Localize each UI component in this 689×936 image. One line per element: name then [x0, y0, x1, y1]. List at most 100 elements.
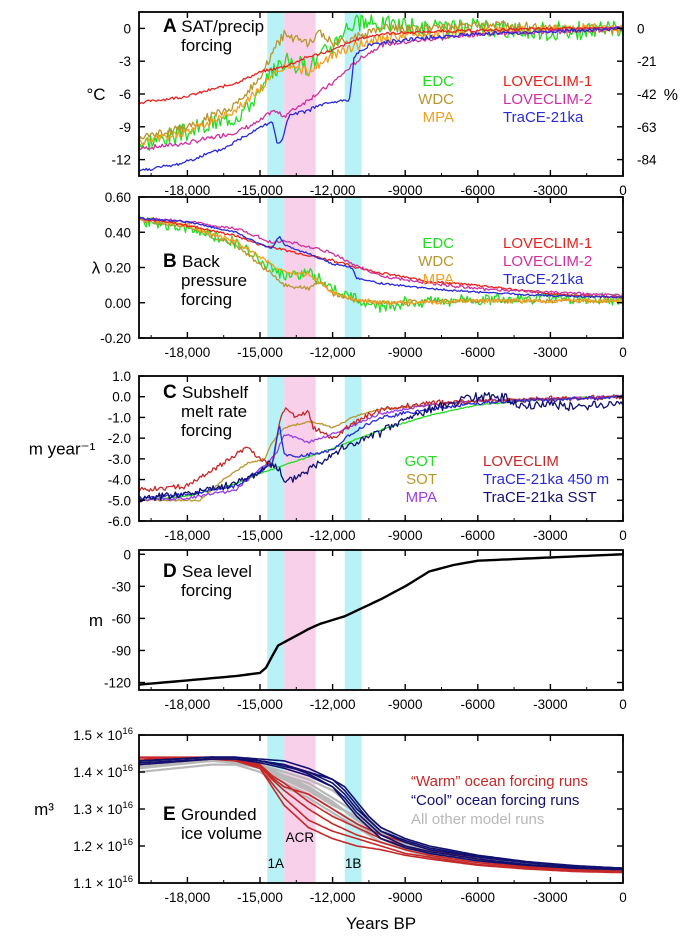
panel-title-line: ice volume: [181, 824, 262, 843]
panel-title-line: Subshelf: [182, 383, 248, 402]
series-group: [139, 553, 623, 686]
x-tick-label: -3000: [533, 345, 568, 360]
x-tick-label: -9000: [388, 528, 423, 543]
panel-title-line: Sea level: [182, 562, 252, 581]
y-tick-label: 0.0: [112, 390, 131, 405]
panel-title-line: Back: [182, 252, 220, 271]
y-tick-label: 1.2 × 1016: [73, 837, 133, 854]
band-label-acr: ACR: [286, 830, 315, 845]
series-line-loveclim-1: [139, 26, 623, 105]
series-group: [139, 391, 623, 503]
band-1a: [267, 550, 285, 690]
legend-entry: WDC: [418, 91, 454, 108]
x-tick-label: -9000: [388, 890, 423, 905]
x-tick-label: -15,000: [237, 890, 283, 905]
panel-title: melt rate: [181, 402, 247, 421]
y-tick-label: -4.0: [108, 473, 131, 488]
y-tick-label: 0: [123, 21, 131, 36]
x-tick-label: -9000: [388, 697, 423, 712]
y-tick-mantissa: 1.5 × 10: [73, 728, 122, 743]
x-tick-label: -6000: [461, 528, 496, 543]
band-1b: [344, 12, 362, 176]
x-tick-label: -12,000: [310, 528, 356, 543]
panel-title-line: melt rate: [181, 402, 247, 421]
y-tick-label: -3.0: [108, 452, 131, 467]
legend-entry: TraCE-21ka SST: [483, 489, 597, 506]
plot-frame: [138, 549, 624, 691]
panel-title: pressure: [181, 271, 247, 290]
y-axis-label: m³: [34, 800, 54, 819]
x-tick-label: 0: [619, 528, 627, 543]
x-tick-label: -18,000: [165, 183, 211, 198]
y-tick-exponent: 16: [122, 726, 133, 737]
legend-entry: MPA: [406, 489, 437, 506]
x-tick-label: -15,000: [237, 345, 283, 360]
panel-title: ice volume: [181, 824, 262, 843]
x-tick-label: -18,000: [165, 345, 211, 360]
legend-entry: LOVECLIM-1: [503, 235, 592, 252]
panel-letter: A: [163, 16, 181, 37]
series-group: [139, 756, 623, 874]
x-tick-label: -18,000: [165, 890, 211, 905]
panel-B: -18,000 -15,000 -12,000 -9000 -6000 -3000 0 0.6…: [92, 190, 627, 360]
y2-tick-label: -63: [637, 120, 657, 135]
panel-title: D Sea level: [163, 561, 252, 582]
y2-tick-label: 0: [637, 21, 645, 36]
x-tick-label: -3000: [533, 697, 568, 712]
y-tick-label: -1.0: [108, 410, 131, 425]
legend-entry: LOVECLIM-1: [503, 73, 592, 90]
x-tick-label: -6000: [461, 890, 496, 905]
panel-title-line: forcing: [181, 290, 232, 309]
y-axis-label: m year⁻¹: [29, 440, 96, 459]
series-line-trace-21ka: [139, 217, 623, 299]
x-tick-label: 0: [619, 890, 627, 905]
y-tick-label: -60: [111, 611, 131, 626]
x-tick-label: -9000: [388, 183, 423, 198]
y-axis-label: λ: [92, 259, 101, 278]
legend-entry: TraCE-21ka: [503, 109, 584, 126]
y2-tick-label: -21: [637, 54, 657, 69]
y-tick-label: -90: [111, 643, 131, 658]
x-tick-label: 0: [619, 183, 627, 198]
y-tick-label: 0.00: [105, 296, 131, 311]
x-tick-label: -3000: [533, 890, 568, 905]
x-tick-label: 0: [619, 697, 627, 712]
y-tick-mantissa: 1.3 × 10: [73, 802, 122, 817]
legend-entry: EDC: [422, 73, 454, 90]
y-tick-exponent: 16: [122, 874, 133, 885]
y-tick-exponent: 16: [122, 800, 133, 811]
panel-letter: E: [163, 804, 181, 825]
series-line-loveclim: [139, 394, 623, 493]
panel-title-line: forcing: [181, 581, 232, 600]
series-line-trace-21ka-450-m: [139, 394, 623, 501]
y-tick-mantissa: 1.4 × 10: [73, 765, 122, 780]
panel-title-line: forcing: [181, 36, 232, 55]
panel-title: B Back: [163, 251, 220, 272]
x-tick-label: -6000: [461, 345, 496, 360]
y-tick-label: -6.0: [108, 514, 131, 529]
panel-D: -18,000 -15,000 -12,000 -9000 -6000 -3000 0 0 -3…: [89, 547, 627, 712]
y-tick-label: -5.0: [108, 493, 131, 508]
band-acr: [284, 197, 316, 338]
x-tick-label: -12,000: [310, 697, 356, 712]
series-line-trace-21ka: [139, 26, 623, 172]
plot-frame: [138, 375, 624, 522]
legend-entry: “Warm” ocean forcing runs: [411, 773, 588, 790]
panel-letter: B: [163, 251, 182, 272]
y-tick-mantissa: 1.1 × 10: [73, 876, 122, 891]
series-line-trace-21ka-sst: [139, 391, 623, 503]
y-tick-label: 0.60: [105, 190, 131, 205]
band-1b: [344, 376, 362, 521]
legend-entry: TraCE-21ka: [503, 271, 584, 288]
y-tick-label: -30: [111, 579, 131, 594]
model-run-line: [139, 758, 623, 871]
legend-entry: All other model runs: [411, 811, 544, 828]
panel-title: forcing: [181, 36, 232, 55]
band-label-1b: 1B: [345, 856, 362, 871]
panel-C: -18,000 -15,000 -12,000 -9000 -6000 -3000 0 1.0…: [29, 369, 627, 543]
legend-entry: MPA: [423, 271, 454, 288]
y-tick-label: 1.4 × 1016: [73, 763, 133, 780]
y-tick-label: 0: [123, 547, 131, 562]
x-tick-label: -6000: [461, 183, 496, 198]
